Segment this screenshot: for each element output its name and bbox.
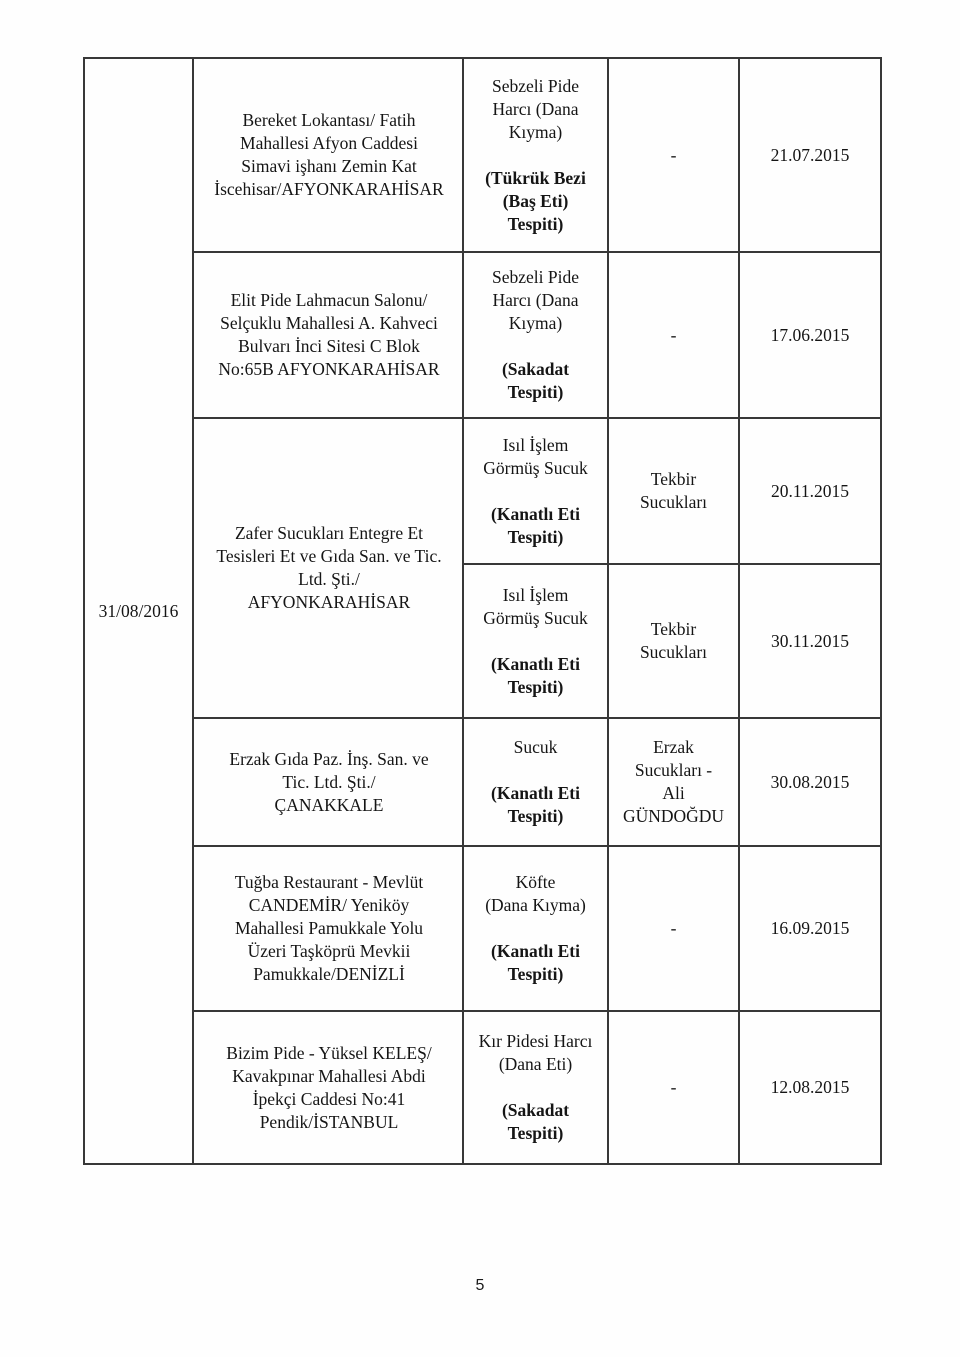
business-cell: Erzak Gıda Paz. İnş. San. ve Tic. Ltd. Ş… bbox=[192, 717, 464, 847]
brand-cell: - bbox=[607, 845, 740, 1012]
finding-text: (Kanatlı Eti Tespiti) bbox=[491, 653, 580, 697]
brand-cell: - bbox=[607, 1010, 740, 1165]
business-cell: Zafer Sucukları Entegre Et Tesisleri Et … bbox=[192, 417, 464, 719]
product-name: Sebzeli Pide Harcı (Dana Kıyma) bbox=[492, 267, 579, 333]
table-row: Isıl İşlem Görmüş Sucuk (Kanatlı Eti Tes… bbox=[84, 563, 882, 719]
inspection-date-cell: 20.11.2015 bbox=[738, 417, 882, 565]
product-cell: Isıl İşlem Görmüş Sucuk (Kanatlı Eti Tes… bbox=[462, 563, 609, 719]
inspection-table: 31/08/2016 Bereket Lokantası/ Fatih Maha… bbox=[83, 57, 882, 1165]
product-cell: Kır Pidesi Harcı (Dana Eti) (Sakadat Tes… bbox=[462, 1010, 609, 1165]
inspection-date-cell: 21.07.2015 bbox=[738, 57, 882, 253]
report-date-cell: 31/08/2016 bbox=[83, 57, 194, 1165]
inspection-date-cell: 30.11.2015 bbox=[738, 563, 882, 719]
product-name: Köfte (Dana Kıyma) bbox=[485, 872, 586, 915]
finding-text: (Kanatlı Eti Tespiti) bbox=[491, 503, 580, 547]
finding-text: (Sakadat Tespiti) bbox=[501, 1100, 570, 1143]
product-cell: Sebzeli Pide Harcı (Dana Kıyma) (Tükrük … bbox=[462, 57, 609, 253]
product-cell: Köfte (Dana Kıyma) (Kanatlı Eti Tespiti) bbox=[462, 845, 609, 1012]
brand-cell: - bbox=[607, 57, 740, 253]
product-name: Isıl İşlem Görmüş Sucuk bbox=[483, 584, 588, 628]
finding-text: (Sakadat Tespiti) bbox=[501, 359, 570, 402]
table-row: 31/08/2016 Bereket Lokantası/ Fatih Maha… bbox=[83, 57, 882, 1165]
table-row: Elit Pide Lahmacun Salonu/ Selçuklu Maha… bbox=[84, 251, 882, 419]
business-cell: Bereket Lokantası/ Fatih Mahallesi Afyon… bbox=[192, 57, 464, 253]
table-row: Bizim Pide - Yüksel KELEŞ/ Kavakpınar Ma… bbox=[84, 1010, 882, 1165]
inspection-date-cell: 16.09.2015 bbox=[738, 845, 882, 1012]
product-cell: Sucuk (Kanatlı Eti Tespiti) bbox=[462, 717, 609, 847]
business-cell: Elit Pide Lahmacun Salonu/ Selçuklu Maha… bbox=[192, 251, 464, 419]
inspection-date-cell: 30.08.2015 bbox=[738, 717, 882, 847]
inspection-date-cell: 17.06.2015 bbox=[738, 251, 882, 419]
product-cell: Isıl İşlem Görmüş Sucuk (Kanatlı Eti Tes… bbox=[462, 417, 609, 565]
table-row: Erzak Gıda Paz. İnş. San. ve Tic. Ltd. Ş… bbox=[84, 717, 882, 847]
inspection-date-cell: 12.08.2015 bbox=[738, 1010, 882, 1165]
finding-text: (Tükrük Bezi (Baş Eti) Tespiti) bbox=[485, 167, 586, 234]
table-row: Tuğba Restaurant - Mevlüt CANDEMİR/ Yeni… bbox=[84, 845, 882, 1012]
finding-text: (Kanatlı Eti Tespiti) bbox=[491, 783, 580, 826]
finding-text: (Kanatlı Eti Tespiti) bbox=[491, 941, 580, 984]
brand-cell: Erzak Sucukları - Ali GÜNDOĞDU bbox=[607, 717, 740, 847]
brand-cell: Tekbir Sucukları bbox=[607, 563, 740, 719]
product-name: Sebzeli Pide Harcı (Dana Kıyma) bbox=[492, 75, 579, 142]
table-row: Zafer Sucukları Entegre Et Tesisleri Et … bbox=[84, 417, 882, 719]
product-name: Kır Pidesi Harcı (Dana Eti) bbox=[478, 1031, 593, 1074]
business-cell: Bizim Pide - Yüksel KELEŞ/ Kavakpınar Ma… bbox=[192, 1010, 464, 1165]
brand-cell: Tekbir Sucukları bbox=[607, 417, 740, 565]
product-name: Isıl İşlem Görmüş Sucuk bbox=[483, 434, 588, 478]
product-name: Sucuk bbox=[513, 737, 558, 757]
page-number: 5 bbox=[475, 1277, 485, 1294]
brand-cell: - bbox=[607, 251, 740, 419]
business-cell: Tuğba Restaurant - Mevlüt CANDEMİR/ Yeni… bbox=[192, 845, 464, 1012]
product-cell: Sebzeli Pide Harcı (Dana Kıyma) (Sakadat… bbox=[462, 251, 609, 419]
